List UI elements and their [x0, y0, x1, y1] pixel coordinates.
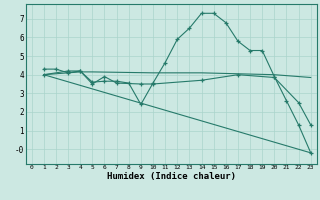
X-axis label: Humidex (Indice chaleur): Humidex (Indice chaleur)	[107, 172, 236, 181]
